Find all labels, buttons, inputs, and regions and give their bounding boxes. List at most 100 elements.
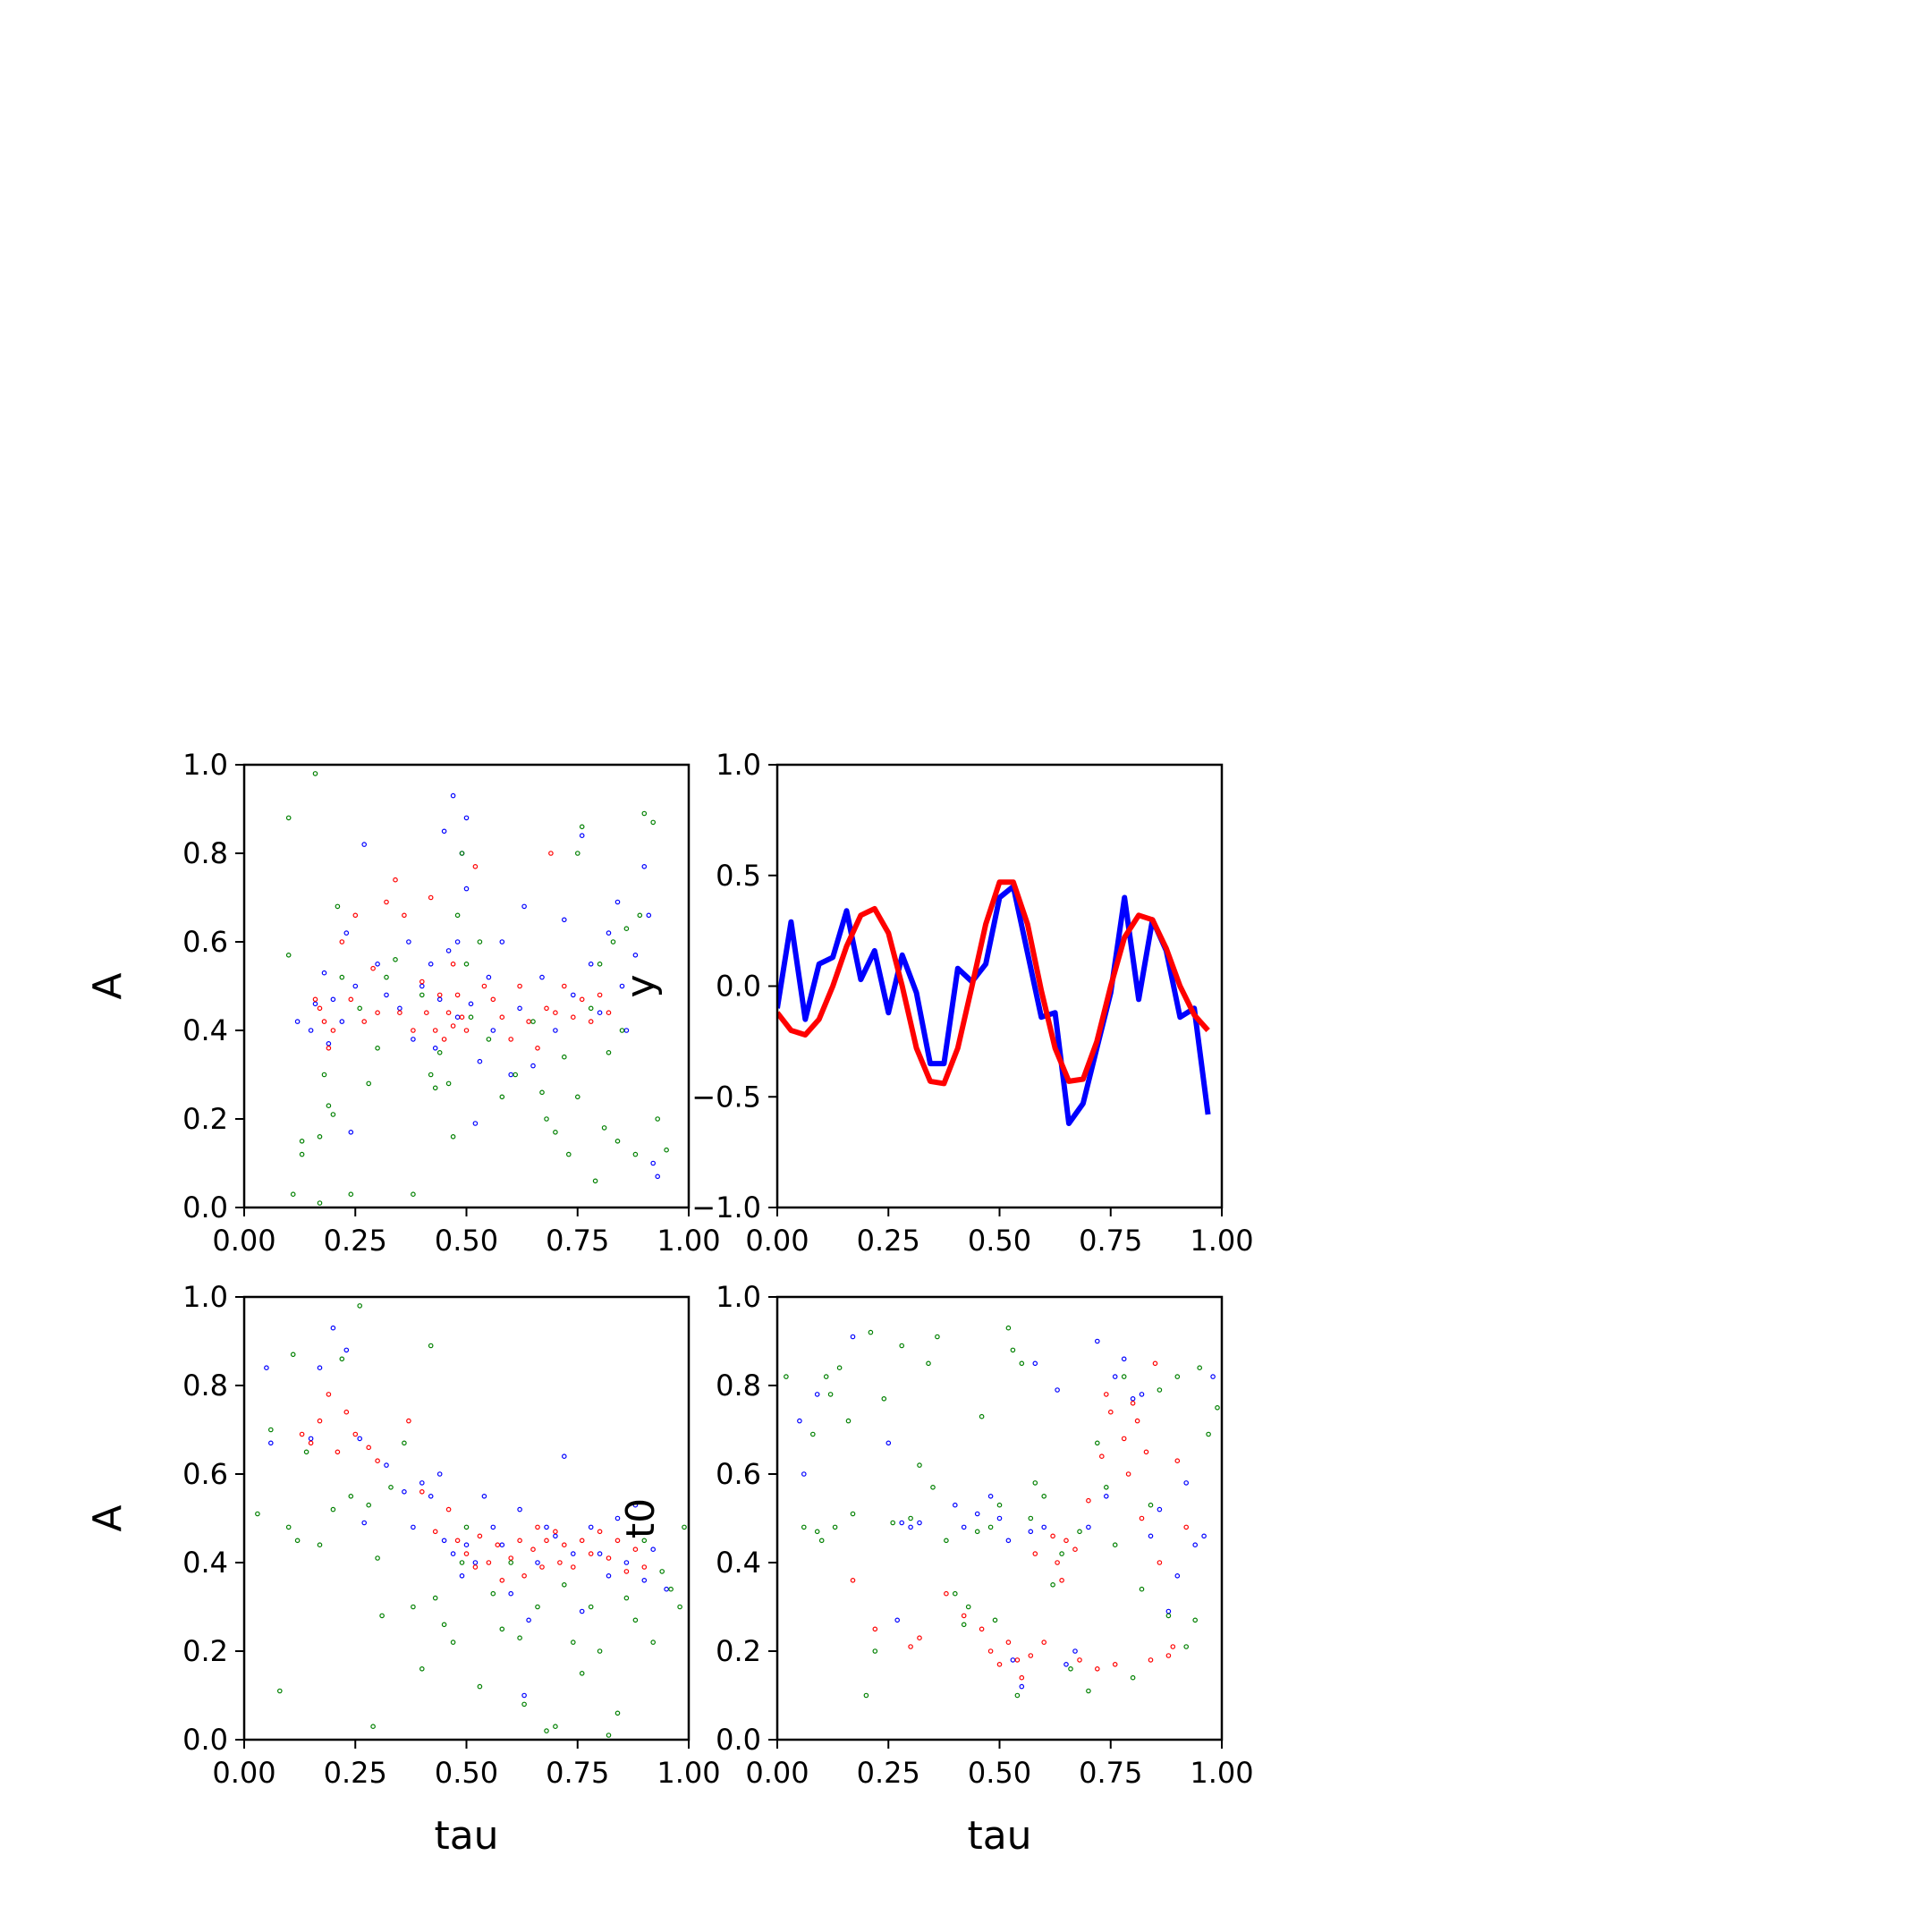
scatter-point xyxy=(597,992,603,998)
scatter-point xyxy=(499,1626,505,1632)
scatter-point xyxy=(868,1329,874,1335)
scatter-point xyxy=(606,1010,612,1016)
scatter-point xyxy=(419,979,425,985)
scatter-point xyxy=(1019,1674,1025,1681)
scatter-point xyxy=(339,1356,345,1362)
scatter-point xyxy=(441,1538,447,1544)
scatter-point xyxy=(357,1005,363,1012)
scatter-point xyxy=(486,1037,492,1042)
scatter-point xyxy=(445,1506,452,1513)
x-tick-label: 0.75 xyxy=(546,1224,609,1258)
scatter-point xyxy=(872,1626,878,1632)
scatter-point xyxy=(553,1724,558,1730)
scatter-point xyxy=(606,1733,612,1738)
scatter-point xyxy=(544,1005,549,1012)
scatter-point xyxy=(1005,1538,1012,1544)
y-tick-label: 0.0 xyxy=(716,970,761,1004)
scatter-point xyxy=(664,1147,669,1153)
scatter-point xyxy=(655,1174,661,1180)
scatter-point xyxy=(579,1538,585,1544)
scatter-point xyxy=(1059,1551,1064,1556)
y-tick-label: 0.4 xyxy=(182,1013,228,1047)
scatter-point xyxy=(384,899,389,905)
scatter-point xyxy=(1104,1494,1109,1499)
scatter-point xyxy=(445,948,452,953)
scatter-point xyxy=(926,1360,931,1367)
scatter-point xyxy=(490,1524,496,1530)
scatter-point xyxy=(832,1524,838,1530)
scatter-point xyxy=(361,1520,368,1526)
scatter-point xyxy=(606,1050,612,1055)
scatter-point xyxy=(614,1538,621,1544)
scatter-point xyxy=(597,1551,603,1556)
x-tick-label: 1.00 xyxy=(657,1224,720,1258)
scatter-point xyxy=(561,1453,567,1460)
scatter-point xyxy=(996,1502,1003,1508)
scatter-point xyxy=(432,1046,438,1051)
scatter-point xyxy=(872,1648,878,1654)
scatter-point xyxy=(459,1560,465,1565)
scatter-point xyxy=(366,1445,372,1451)
scatter-point xyxy=(459,1014,465,1021)
scatter-point xyxy=(1201,1533,1207,1539)
x-tick-label: 0.50 xyxy=(968,1224,1031,1258)
scatter-point xyxy=(432,1085,438,1091)
scatter-point xyxy=(632,1546,639,1553)
scatter-point xyxy=(299,1431,305,1437)
scatter-point xyxy=(521,1701,527,1707)
scatter-point xyxy=(499,1094,505,1100)
scatter-point xyxy=(1005,1640,1012,1645)
scatter-point xyxy=(370,965,376,971)
scatter-point xyxy=(935,1334,940,1340)
scatter-point xyxy=(441,828,447,835)
scatter-point xyxy=(1077,1657,1082,1663)
x-tick-label: 1.00 xyxy=(1190,1756,1253,1790)
scatter-point xyxy=(646,912,652,919)
scatter-point xyxy=(1050,1582,1055,1588)
scatter-point xyxy=(468,1001,474,1007)
scatter-point xyxy=(974,1511,980,1517)
scatter-point xyxy=(836,1365,843,1371)
x-tick-label: 0.75 xyxy=(1079,1224,1142,1258)
scatter-point xyxy=(850,1511,856,1517)
scatter-point xyxy=(619,983,625,989)
scatter-point xyxy=(1143,1449,1149,1455)
scatter-point xyxy=(481,1494,487,1499)
plot-area xyxy=(784,1325,1220,1699)
scatter-point xyxy=(1108,1409,1114,1415)
scatter-point xyxy=(450,1551,456,1556)
scatter-point xyxy=(490,996,496,1003)
scatter-point xyxy=(445,1010,452,1016)
scatter-point xyxy=(561,1542,567,1548)
scatter-point xyxy=(450,1640,456,1645)
scatter-point xyxy=(1121,1374,1127,1379)
scatter-point xyxy=(801,1524,807,1530)
scatter-point xyxy=(1086,1524,1091,1530)
scatter-point xyxy=(343,930,350,936)
scatter-point xyxy=(1174,1573,1181,1579)
scatter-point xyxy=(285,953,292,958)
scatter-point xyxy=(623,926,630,932)
scatter-point xyxy=(352,983,359,989)
scatter-point xyxy=(597,1648,603,1654)
scatter-point xyxy=(330,996,336,1003)
scatter-point xyxy=(312,1001,318,1007)
y-tick-label: 0.2 xyxy=(182,1634,228,1668)
scatter-point xyxy=(1086,1688,1091,1694)
scatter-point xyxy=(944,1538,949,1544)
scatter-point xyxy=(623,1569,630,1574)
scatter-point xyxy=(650,1640,657,1645)
scatter-point xyxy=(357,1303,363,1309)
scatter-point xyxy=(454,912,461,919)
scatter-point xyxy=(370,1724,376,1730)
scatter-point xyxy=(1055,1387,1060,1393)
scatter-point xyxy=(606,930,612,936)
scatter-point xyxy=(1121,1436,1127,1442)
scatter-point xyxy=(845,1418,852,1424)
scatter-point xyxy=(535,1524,540,1530)
scatter-point xyxy=(419,992,425,998)
x-tick-label: 0.50 xyxy=(968,1756,1031,1790)
y-tick-label: 0.6 xyxy=(716,1457,761,1491)
y-tick-label: 0.0 xyxy=(182,1723,228,1757)
scatter-point xyxy=(477,1058,483,1064)
